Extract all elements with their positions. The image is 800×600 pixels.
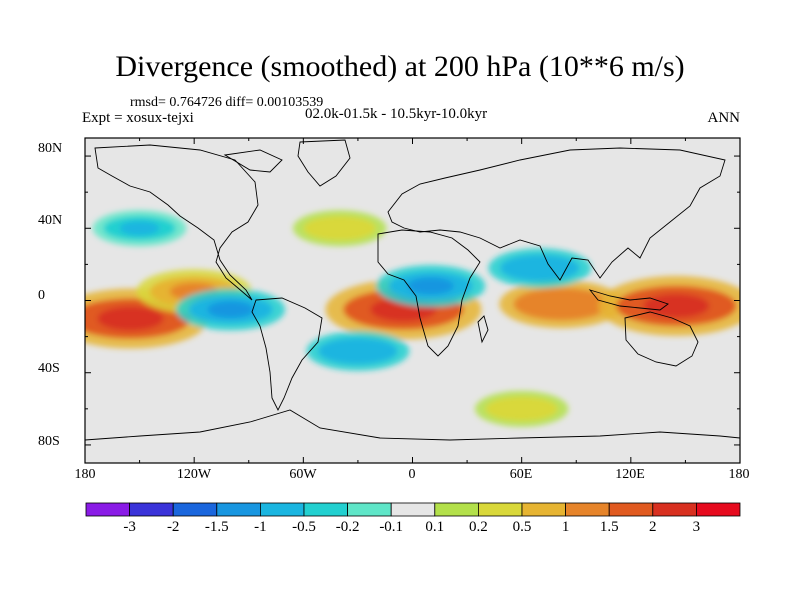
axis-ticks bbox=[84, 138, 741, 463]
anomaly-field bbox=[85, 210, 740, 427]
colorbar-label: -0.5 bbox=[292, 519, 316, 535]
colorbar-label: -0.2 bbox=[335, 519, 360, 535]
colorbar-label: -0.1 bbox=[379, 519, 404, 535]
colorbar-swatch bbox=[172, 502, 218, 517]
colorbar-swatch bbox=[259, 502, 305, 517]
lon-tick-label: 0 bbox=[408, 467, 416, 482]
lat-tick-label: 80N bbox=[38, 141, 63, 156]
lon-tick-label: 120E bbox=[615, 467, 645, 482]
lon-tick-label: 180 bbox=[74, 467, 96, 482]
anomaly-core-east-pacific-equatorial bbox=[207, 301, 254, 318]
colorbar-label: 1.5 bbox=[599, 519, 619, 535]
anomaly-core-southern-ocean-indian bbox=[501, 401, 542, 417]
lon-tick-label: 60E bbox=[509, 467, 533, 482]
lat-tick-label: 0 bbox=[38, 288, 45, 303]
colorbar-swatch bbox=[216, 502, 261, 517]
experiment-label: Expt = xosux-tejxi bbox=[82, 110, 194, 126]
colorbar-label: 3 bbox=[692, 519, 701, 535]
period-label: 02.0k-01.5k - 10.5kyr-10.0kyr bbox=[305, 106, 488, 122]
colorbar-swatch bbox=[85, 502, 130, 517]
plot-title: Divergence (smoothed) at 200 hPa (10**6 … bbox=[115, 50, 685, 83]
anomaly-core-north-atlantic bbox=[319, 221, 360, 236]
lon-tick-label: 120W bbox=[176, 467, 212, 482]
season-label: ANN bbox=[707, 110, 741, 126]
colorbar-swatch bbox=[608, 502, 654, 517]
anomaly-core-north-pacific bbox=[119, 221, 160, 236]
colorbar bbox=[85, 502, 741, 517]
colorbar-swatch bbox=[521, 502, 566, 517]
anomaly-core-south-atlantic bbox=[336, 343, 380, 359]
colorbar-label: -1 bbox=[254, 519, 267, 535]
colorbar-label: -3 bbox=[123, 519, 136, 535]
anomaly-blobs bbox=[85, 210, 740, 427]
lat-tick-label: 40N bbox=[38, 213, 63, 228]
anomaly-core-maritime-continent bbox=[643, 293, 710, 318]
colorbar-swatch bbox=[565, 502, 610, 517]
colorbar-label: 0.5 bbox=[512, 519, 532, 535]
anomaly-core-central-pacific-south bbox=[97, 306, 164, 331]
lon-tick-label: 60W bbox=[289, 467, 317, 482]
anomaly-core-indian-ocean bbox=[535, 294, 589, 314]
colorbar-swatch bbox=[303, 502, 348, 517]
colorbar-swatch bbox=[129, 502, 174, 517]
anomaly-core-arabian-sea bbox=[518, 260, 562, 276]
colorbar-swatch bbox=[434, 502, 479, 517]
colorbar-label: 0.1 bbox=[425, 519, 445, 535]
colorbar-label: -2 bbox=[166, 519, 180, 535]
colorbar-label: 2 bbox=[649, 519, 657, 535]
colorbar-label: 1 bbox=[561, 519, 570, 535]
lat-tick-label: 80S bbox=[38, 434, 60, 449]
colorbar-label: -1.5 bbox=[204, 519, 229, 535]
anomaly-core-equatorial-africa bbox=[407, 277, 454, 295]
colorbar-swatch bbox=[390, 502, 436, 517]
colorbar-swatch bbox=[477, 502, 523, 517]
colorbar-label: 0.2 bbox=[469, 519, 488, 535]
lon-tick-label: 180 bbox=[728, 467, 750, 482]
colorbar-swatch bbox=[696, 502, 741, 517]
colorbar-swatch bbox=[652, 502, 697, 517]
lat-tick-label: 40S bbox=[38, 361, 60, 376]
coastlines bbox=[85, 139, 740, 441]
stats-line: rmsd= 0.764726 diff= 0.00103539 bbox=[130, 95, 324, 110]
colorbar-swatch bbox=[347, 502, 392, 517]
